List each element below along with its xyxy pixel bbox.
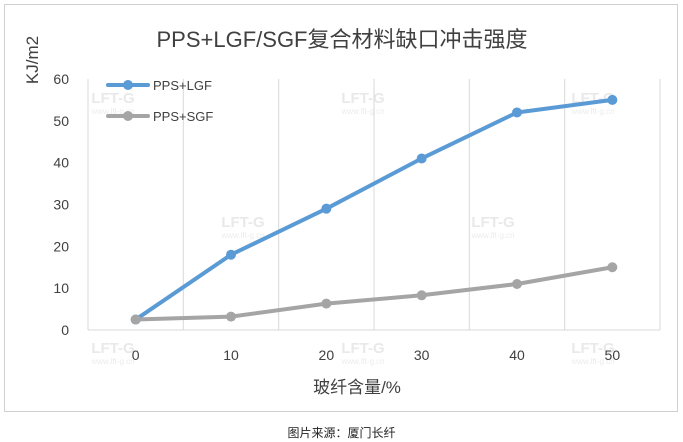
- x-tick-label: 40: [509, 347, 525, 363]
- series-layer: [130, 94, 618, 325]
- watermark-logo: LFT-G: [91, 340, 134, 357]
- x-tick-label: 30: [414, 347, 430, 363]
- legend-marker-pps-sgf: [123, 111, 133, 121]
- series-line-pps-lgf: [133, 97, 615, 322]
- x-tick-label: 20: [319, 347, 335, 363]
- watermark-url: www.lft-g.cn: [90, 107, 134, 116]
- chart-frame: LFT-G www.lft-g.cn LFT-G www.lft-g.cn LFT-G w…: [4, 4, 678, 412]
- watermark-url: www.lft-g.cn: [570, 357, 614, 366]
- watermark-url: www.lft-g.cn: [570, 107, 614, 116]
- data-point-pps-sgf: [416, 290, 427, 301]
- grid-lines: [87, 79, 661, 331]
- watermark-layer: LFT-Gwww.lft-g.cnLFT-Gwww.lft-g.cnLFT-Gw…: [90, 90, 614, 366]
- legend: PPS+LGF PPS+SGF: [106, 78, 213, 124]
- data-point-pps-lgf: [321, 203, 332, 214]
- watermark-url: www.lft-g.cn: [340, 357, 384, 366]
- x-tick-labels: 0 10 20 30 40 50: [132, 347, 621, 363]
- chart-title: PPS+LGF/SGF复合材料缺口冲击强度: [157, 27, 528, 52]
- watermark-logo: LFT-G: [91, 90, 134, 107]
- watermark-url: www.lft-g.cn: [470, 231, 514, 240]
- watermark-logo: LFT-G: [571, 340, 614, 357]
- y-axis-label: KJ/m2: [23, 36, 42, 84]
- watermark-logo: LFT-G: [341, 340, 384, 357]
- watermark-logo: LFT-G: [341, 90, 384, 107]
- watermark-url: www.lft-g.cn: [220, 231, 264, 240]
- watermark-url: www.lft-g.cn: [340, 107, 384, 116]
- y-tick-label: 30: [53, 197, 69, 213]
- y-tick-label: 50: [53, 113, 69, 129]
- data-point-pps-sgf: [607, 262, 618, 273]
- legend-label-pps-lgf: PPS+LGF: [153, 78, 212, 93]
- x-tick-label: 50: [605, 347, 621, 363]
- series-line-pps-sgf: [133, 265, 615, 322]
- data-point-pps-lgf: [607, 94, 618, 105]
- watermark-url: www.lft-g.cn: [90, 357, 134, 366]
- data-point-pps-sgf: [226, 311, 236, 322]
- data-point-pps-lgf: [416, 153, 427, 164]
- legend-label-pps-sgf: PPS+SGF: [153, 109, 213, 124]
- y-tick-label: 20: [53, 238, 69, 254]
- y-tick-label: 60: [53, 71, 69, 87]
- legend-marker-pps-lgf: [123, 80, 133, 90]
- image-source-caption: 图片来源：厦门长纤: [287, 426, 396, 440]
- data-point-pps-lgf: [226, 249, 236, 260]
- data-point-pps-sgf: [130, 314, 141, 325]
- watermark-logo: LFT-G: [221, 214, 264, 231]
- x-tick-label: 0: [132, 347, 140, 363]
- data-point-pps-sgf: [321, 298, 332, 309]
- line-chart: LFT-Gwww.lft-g.cnLFT-Gwww.lft-g.cnLFT-Gw…: [23, 27, 661, 397]
- data-point-pps-lgf: [512, 107, 522, 118]
- x-axis-label: 玻纤含量/%: [313, 378, 401, 397]
- watermark-logo: LFT-G: [471, 214, 514, 231]
- x-tick-label: 10: [223, 347, 239, 363]
- y-tick-label: 10: [53, 280, 69, 296]
- data-point-pps-sgf: [512, 278, 522, 289]
- y-tick-label: 40: [53, 155, 69, 171]
- y-tick-labels: 0 10 20 30 40 50 60: [53, 71, 69, 338]
- y-tick-label: 0: [61, 322, 69, 338]
